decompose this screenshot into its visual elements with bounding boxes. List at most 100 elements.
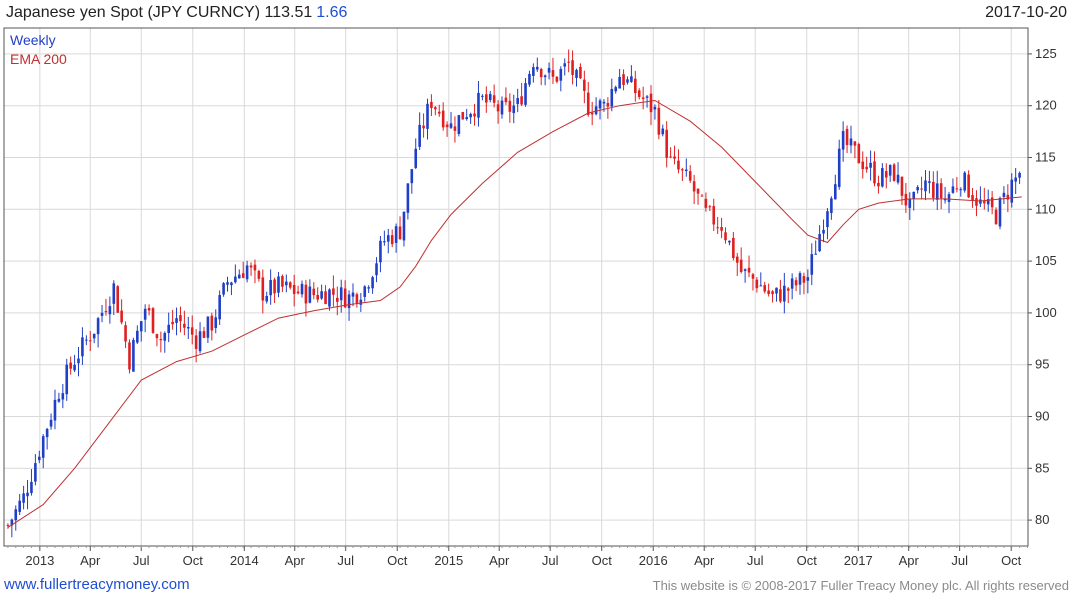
candle-down xyxy=(657,107,661,135)
x-tick-label: 2014 xyxy=(230,553,259,568)
candle-up xyxy=(14,509,18,521)
y-tick-label: 95 xyxy=(1035,357,1049,372)
candle-up xyxy=(214,317,218,328)
candle-up xyxy=(645,96,649,98)
candle-down xyxy=(281,276,284,287)
candle-down xyxy=(884,171,888,178)
candle-up xyxy=(143,308,147,320)
x-tick-label: Jul xyxy=(337,553,354,568)
candle-up xyxy=(814,253,817,255)
candle-down xyxy=(704,198,708,208)
candle-down xyxy=(104,311,108,313)
candle-down xyxy=(445,124,449,128)
candle-up xyxy=(394,226,398,243)
candle-down xyxy=(641,97,645,100)
candle-down xyxy=(732,237,735,259)
candle-up xyxy=(524,83,527,105)
price-change: 1.66 xyxy=(316,4,348,21)
candle-down xyxy=(504,97,508,103)
candle-up xyxy=(277,276,280,293)
candle-down xyxy=(508,100,512,112)
y-tick-label: 85 xyxy=(1035,460,1049,475)
candle-down xyxy=(751,274,755,279)
candle-down xyxy=(210,315,214,331)
y-tick-label: 100 xyxy=(1035,305,1057,320)
candle-up xyxy=(888,165,892,176)
candle-down xyxy=(692,181,696,192)
candle-down xyxy=(241,273,245,278)
candle-down xyxy=(116,286,120,313)
y-tick-label: 90 xyxy=(1035,409,1049,424)
candle-down xyxy=(865,166,868,170)
candle-up xyxy=(661,128,665,135)
candle-up xyxy=(528,73,531,85)
candle-up xyxy=(308,286,312,303)
candle-down xyxy=(190,327,194,335)
candle-down xyxy=(712,206,716,225)
candle-up xyxy=(426,103,429,129)
candle-down xyxy=(6,524,10,526)
candle-up xyxy=(924,180,927,192)
candle-down xyxy=(994,209,998,225)
candle-up xyxy=(626,79,629,83)
site-link[interactable]: www.fullertreacymoney.com xyxy=(4,576,190,593)
candle-down xyxy=(802,276,806,283)
candle-down xyxy=(159,338,163,341)
candle-down xyxy=(288,282,292,288)
candle-up xyxy=(363,286,367,297)
candle-down xyxy=(261,277,265,301)
candle-down xyxy=(677,160,680,170)
candle-down xyxy=(967,174,970,198)
candle-down xyxy=(696,188,700,194)
grid xyxy=(4,28,1028,546)
candle-down xyxy=(681,169,684,171)
candle-down xyxy=(147,307,151,311)
y-tick-label: 110 xyxy=(1035,201,1056,216)
candle-up xyxy=(186,327,190,329)
candle-down xyxy=(202,331,206,338)
candle-down xyxy=(343,288,347,308)
candle-down xyxy=(720,227,723,231)
candle-up xyxy=(618,76,621,89)
axes: 80 85 90 95 100 105 110 115 120 125 2013 Apr Jul Oct 2… xyxy=(7,46,1057,568)
candle-up xyxy=(41,436,45,458)
candle-down xyxy=(567,61,570,63)
candle-up xyxy=(234,276,237,283)
candle-up xyxy=(167,324,170,333)
candle-down xyxy=(1006,194,1010,200)
candle-up xyxy=(998,198,1002,227)
candle-up xyxy=(535,66,539,70)
legend: Weekly EMA 200 xyxy=(10,32,67,67)
x-tick-label: Oct xyxy=(592,553,613,568)
candle-down xyxy=(892,164,896,181)
candle-down xyxy=(555,76,559,82)
candle-up xyxy=(837,148,841,187)
y-tick-label: 80 xyxy=(1035,512,1049,527)
plot-border xyxy=(3,27,1029,547)
candle-up xyxy=(963,172,967,191)
x-tick-label: Jul xyxy=(951,553,968,568)
candle-down xyxy=(171,321,174,325)
x-tick-label: Jul xyxy=(747,553,764,568)
candle-up xyxy=(849,138,853,146)
x-tick-label: 2013 xyxy=(25,553,54,568)
candle-up xyxy=(386,235,390,242)
candle-up xyxy=(347,294,351,309)
candle-up xyxy=(841,131,845,150)
candle-up xyxy=(826,211,829,228)
candle-up xyxy=(139,321,143,332)
candle-down xyxy=(716,227,719,229)
candle-down xyxy=(990,197,994,208)
candle-up xyxy=(300,283,304,295)
candle-up xyxy=(488,93,492,101)
candle-down xyxy=(853,141,857,146)
candle-up xyxy=(959,189,963,191)
candle-down xyxy=(920,188,923,190)
ema-200-line xyxy=(7,99,1022,528)
x-tick-label: Apr xyxy=(489,553,510,568)
candle-down xyxy=(124,325,127,342)
candle-down xyxy=(390,235,394,245)
candle-up xyxy=(10,519,14,526)
candle-up xyxy=(896,174,900,183)
